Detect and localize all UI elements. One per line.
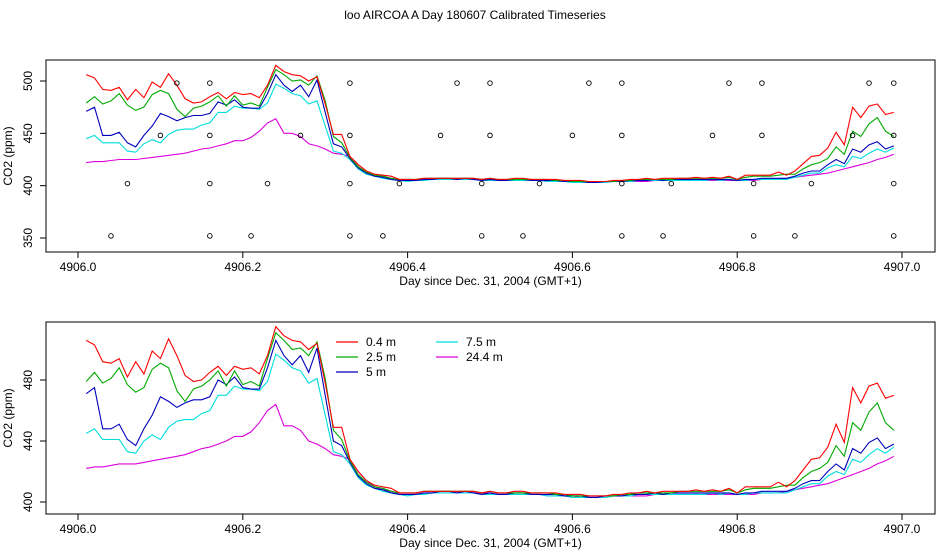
calibration-point xyxy=(347,180,353,187)
calibration-point xyxy=(759,80,765,86)
y-tick-label: 500 xyxy=(21,71,35,91)
calibration-point xyxy=(619,132,625,139)
y-tick-label: 400 xyxy=(21,175,35,195)
x-tick-label: 4906.0 xyxy=(60,522,97,536)
x-tick-label: 4906.8 xyxy=(719,522,756,536)
series-line-2-5-m xyxy=(85,68,895,183)
calibration-point xyxy=(569,132,576,139)
calibration-point xyxy=(347,233,353,239)
calibration-point xyxy=(759,132,765,139)
series-line-7-5-m xyxy=(86,83,895,184)
calibration-point xyxy=(792,233,798,239)
calibration-point xyxy=(297,132,304,139)
chart-title: loo AIRCOA A Day 180607 Calibrated Times… xyxy=(344,8,606,22)
legend-label: 2.5 m xyxy=(366,350,396,364)
calibration-point xyxy=(891,80,897,86)
calibration-point xyxy=(586,80,592,86)
y-tick-label: 350 xyxy=(21,228,35,248)
x-tick-label: 4907.0 xyxy=(884,260,921,274)
calibration-point xyxy=(157,132,164,139)
series-line-24-4-m xyxy=(86,403,895,498)
chart-panel-1: 4906.0 4906.2 4906.4 4906.6 4906.8 4907.0 350 4… xyxy=(1,59,936,288)
series-line-5-m xyxy=(85,73,894,184)
calibration-point xyxy=(750,233,757,239)
calibration-point xyxy=(396,180,403,187)
chart-panel-2: 4906.0 4906.2 4906.4 4906.6 4906.8 4907.0 400 4… xyxy=(1,321,936,550)
calibration-point xyxy=(487,80,493,86)
calibration-point xyxy=(207,180,213,187)
series-group xyxy=(85,325,895,498)
series-group xyxy=(85,64,895,184)
y-tick-label: 400 xyxy=(21,492,35,512)
calibration-point xyxy=(520,233,526,239)
x-tick-label: 4906.2 xyxy=(224,522,261,536)
legend-label: 24.4 m xyxy=(466,350,503,364)
calibration-point xyxy=(619,80,625,86)
calibration-point xyxy=(866,80,872,86)
x-axis-label: Day since Dec. 31, 2004 (GMT+1) xyxy=(399,536,581,550)
x-tick-label: 4906.8 xyxy=(719,260,756,274)
y-axis-label: CO2 (ppm) xyxy=(1,126,15,185)
calibration-point xyxy=(124,180,131,187)
x-tick-label: 4906.4 xyxy=(389,522,426,536)
plot-frame xyxy=(45,59,936,253)
y-tick-label: 440 xyxy=(21,431,35,451)
x-tick-label: 4907.0 xyxy=(884,522,921,536)
calibration-point xyxy=(207,233,213,239)
calibration-point xyxy=(347,80,353,86)
calibration-point xyxy=(750,180,757,187)
calibration-point xyxy=(660,233,666,239)
y-tick-label: 480 xyxy=(21,370,35,390)
series-line-24-4-m xyxy=(86,117,894,184)
series-line-7-5-m xyxy=(85,353,895,498)
calibration-point xyxy=(668,180,675,187)
calibration-point xyxy=(709,132,716,139)
plot-frame xyxy=(45,321,936,515)
calibration-point xyxy=(487,132,493,139)
calibration-point xyxy=(264,180,271,187)
x-tick-label: 4906.0 xyxy=(60,260,97,274)
calibration-point xyxy=(891,180,897,187)
x-axis-label: Day since Dec. 31, 2004 (GMT+1) xyxy=(399,274,581,288)
series-line-5-m xyxy=(85,338,895,498)
calibration-point xyxy=(174,80,180,86)
y-tick-label: 450 xyxy=(21,123,35,143)
y-axis-label: CO2 (ppm) xyxy=(1,388,15,447)
calibration-point xyxy=(849,132,856,139)
x-tick-label: 4906.6 xyxy=(554,522,591,536)
legend-label: 7.5 m xyxy=(466,335,496,349)
calibration-point xyxy=(808,180,815,187)
calibration-point xyxy=(347,132,353,139)
x-tick-label: 4906.4 xyxy=(389,260,426,274)
calibration-point xyxy=(437,132,444,139)
calibration-point xyxy=(108,233,114,239)
legend-label: 5 m xyxy=(366,365,386,379)
x-tick-label: 4906.6 xyxy=(554,260,591,274)
calibration-point xyxy=(248,233,254,239)
legend-label: 0.4 m xyxy=(366,335,396,349)
calibration-point xyxy=(207,132,213,139)
calibration-point xyxy=(891,233,897,239)
calibration-point xyxy=(726,80,732,86)
calibration-point xyxy=(891,132,897,139)
calibration-point xyxy=(536,180,543,187)
calibration-point xyxy=(479,180,485,187)
series-line-0-4-m xyxy=(86,64,894,183)
x-tick-label: 4906.2 xyxy=(224,260,261,274)
calibration-point xyxy=(619,233,625,239)
calibration-point xyxy=(454,80,460,86)
series-line-0-4-m xyxy=(85,325,894,497)
calibration-point xyxy=(619,180,625,187)
calibration-point xyxy=(207,80,213,86)
calibration-point xyxy=(380,233,386,239)
calibration-point xyxy=(479,233,485,239)
